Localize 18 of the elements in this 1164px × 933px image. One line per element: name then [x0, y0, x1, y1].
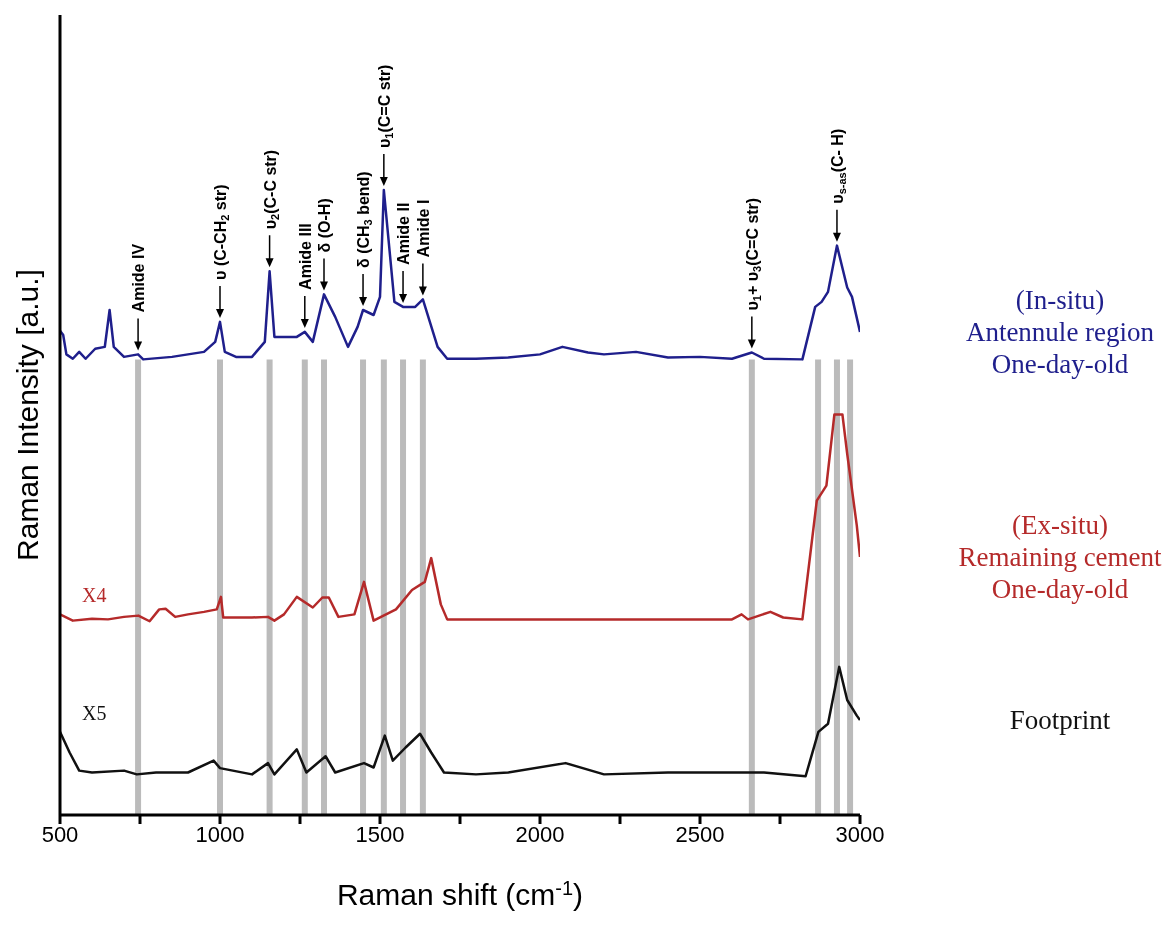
annotation: Amide IV — [130, 243, 148, 313]
y-axis-title: Raman Intensity [a.u.] — [10, 269, 44, 561]
x-tick-label: 1500 — [355, 821, 405, 847]
annotation: Amide III — [296, 223, 314, 290]
x-tick-label: 500 — [41, 821, 79, 847]
x-axis-title: Raman shift (cm$^{-1}$) — [336, 877, 584, 911]
annotation: δ (O-H) — [316, 198, 333, 253]
x-tick-label: 2500 — [675, 821, 725, 847]
text: (Ex-situ) Remaining cement One-day-old — [958, 509, 1163, 604]
text: Footprint — [1009, 705, 1111, 735]
annotation: Amide II — [395, 202, 413, 265]
annotation: X4 — [82, 584, 107, 607]
annotation: Amide I — [414, 199, 432, 258]
text: (In-situ) Antennule region One-day-old — [965, 284, 1155, 379]
x-tick-label: 2000 — [515, 821, 565, 847]
x-tick-label: 3000 — [835, 821, 885, 847]
x-tick-label: 1000 — [195, 821, 245, 847]
annotation: X5 — [82, 701, 107, 724]
